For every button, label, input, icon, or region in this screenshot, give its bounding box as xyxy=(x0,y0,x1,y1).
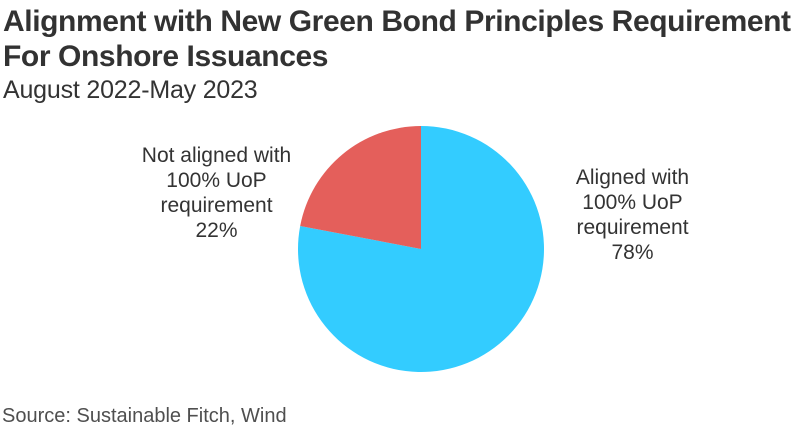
source-note: Source: Sustainable Fitch, Wind xyxy=(2,405,287,427)
pie-label-aligned: Aligned with 100% UoP requirement 78% xyxy=(565,165,700,265)
pie-label-not-aligned-value: 22% xyxy=(195,219,238,242)
pie-label-aligned-value: 78% xyxy=(611,241,654,264)
chart-title-line-1: Alignment with New Green Bond Principles… xyxy=(3,5,791,38)
chart-subtitle: August 2022-May 2023 xyxy=(3,76,258,104)
pie-label-not-aligned: Not aligned with 100% UoP requirement 22… xyxy=(139,143,294,243)
chart-title: Alignment with New Green Bond Principles… xyxy=(3,4,797,74)
pie-chart xyxy=(298,126,545,372)
chart-title-line-2: For Onshore Issuances xyxy=(3,40,329,73)
pie-label-not-aligned-text: Not aligned with 100% UoP requirement xyxy=(141,144,292,217)
pie-slice-0 xyxy=(298,126,545,372)
pie-slice-1 xyxy=(300,126,421,249)
pie-label-aligned-text: Aligned with 100% UoP requirement xyxy=(575,166,690,239)
chart-header: Alignment with New Green Bond Principles… xyxy=(3,4,797,105)
